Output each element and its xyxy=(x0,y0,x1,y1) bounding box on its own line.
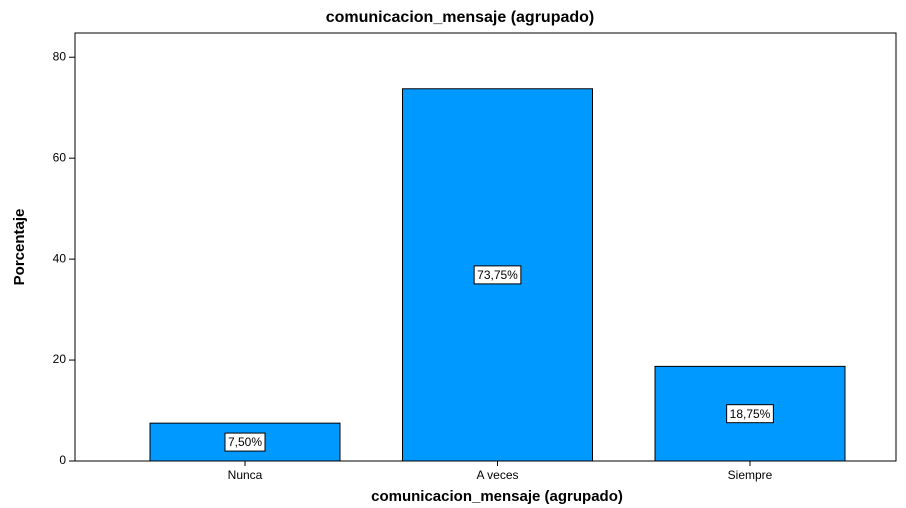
x-tick-label: Siempre xyxy=(728,468,773,482)
value-label: 7,50% xyxy=(228,435,262,449)
y-tick-label: 80 xyxy=(53,49,67,63)
value-label-box xyxy=(726,404,774,424)
x-axis-title: comunicacion_mensaje (agrupado) xyxy=(371,488,623,505)
y-axis-title: Porcentaje xyxy=(11,209,28,286)
y-tick-label: 0 xyxy=(59,453,66,467)
chart-title: comunicacion_mensaje (agrupado) xyxy=(326,9,595,26)
value-label-box xyxy=(473,265,522,285)
value-label: 73,75% xyxy=(477,268,518,282)
y-tick-label: 60 xyxy=(53,150,67,164)
x-tick-label: A veces xyxy=(476,468,518,482)
y-tick-label: 20 xyxy=(53,352,67,366)
value-label: 18,75% xyxy=(730,407,771,421)
x-tick-label: Nunca xyxy=(228,468,263,482)
y-tick-label: 40 xyxy=(53,251,67,265)
value-label-box xyxy=(224,432,266,452)
